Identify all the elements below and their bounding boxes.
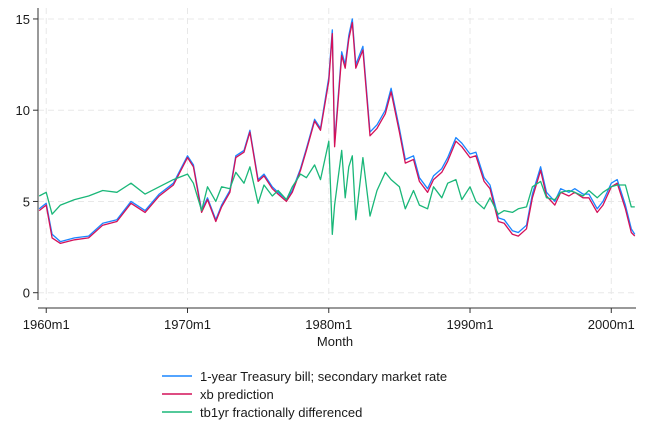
axes: 0 5 10 15 1960m1 1970m1 1980m1 1990m1 2000m1 <box>16 8 636 332</box>
legend-label-2: xb prediction <box>200 387 274 402</box>
y-tick-label: 15 <box>16 12 30 27</box>
x-tick-label: 1990m1 <box>447 317 494 332</box>
x-tick-label: 1980m1 <box>305 317 352 332</box>
legend: 1-year Treasury bill; secondary market r… <box>162 369 447 420</box>
series-line-3 <box>38 140 635 235</box>
y-tick-label: 0 <box>23 286 30 301</box>
y-tick-label: 10 <box>16 103 30 118</box>
x-axis-title: Month <box>317 334 353 349</box>
y-tick-label: 5 <box>23 194 30 209</box>
series-lines <box>38 18 636 245</box>
x-tick-label: 1970m1 <box>164 317 211 332</box>
legend-label-1: 1-year Treasury bill; secondary market r… <box>200 369 447 384</box>
series-line-2 <box>38 21 636 245</box>
x-tick-label: 2000m1 <box>588 317 635 332</box>
legend-label-3: tb1yr fractionally differenced <box>200 405 362 420</box>
x-tick-label: 1960m1 <box>23 317 70 332</box>
